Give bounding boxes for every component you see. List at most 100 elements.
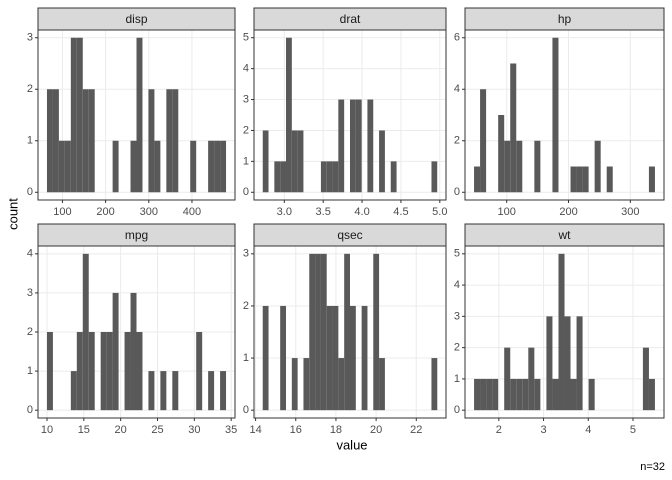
bar [431,358,438,411]
y-tick-label: 0 [27,404,33,416]
bar [70,371,77,411]
x-tick-label: 5.0 [432,206,447,218]
bar [480,89,487,193]
x-tick-label: 200 [96,206,114,218]
caption: n=32 [640,461,665,473]
bar [320,253,327,411]
bar [332,161,339,193]
bar [504,140,511,193]
panel-background [465,30,664,200]
bar [510,378,517,411]
y-axis-title: count [5,198,20,230]
bar [76,37,83,193]
bar [262,130,269,193]
bar [309,253,316,411]
bar [534,378,541,411]
bar [522,378,529,411]
bar [474,166,481,193]
bar [320,161,327,193]
x-tick-label: 4.0 [354,206,369,218]
y-tick-label: 0 [243,186,249,198]
x-axis-title: value [336,437,367,452]
bar [196,332,203,411]
bar [154,140,161,193]
x-tick-label: 35 [225,424,237,436]
bar [58,140,65,193]
x-tick-label: 2 [496,424,502,436]
bar [642,347,649,411]
x-tick-label: 300 [621,206,639,218]
bar [64,140,71,193]
bar [564,316,571,411]
x-tick-label: 20 [370,424,382,436]
bar [315,253,321,411]
bar [82,89,89,193]
bar [326,305,333,411]
bar [606,166,613,193]
y-tick-label: 4 [243,63,249,75]
x-tick-label: 22 [410,424,422,436]
bar [280,305,287,411]
bar [373,253,380,411]
bar [46,332,53,411]
x-tick-label: 18 [330,424,342,436]
strip-label: hp [558,12,572,26]
bar [390,161,397,193]
bar [148,371,155,411]
x-tick-label: 200 [559,206,577,218]
bar [70,37,77,193]
y-tick-label: 1 [243,155,249,167]
bar [498,115,505,193]
y-tick-label: 0 [454,404,460,416]
x-tick-label: 300 [140,206,158,218]
bar [594,140,601,193]
bar [88,332,95,411]
x-tick-label: 10 [41,424,53,436]
bar [130,292,137,411]
y-tick-label: 5 [243,32,249,44]
bar [88,89,95,193]
bar [262,305,269,411]
x-tick-label: 4 [585,424,591,436]
bar [516,140,523,193]
bar [546,316,553,411]
bar [100,332,107,411]
bar [286,37,292,193]
bar [208,140,215,193]
y-tick-label: 3 [27,32,33,44]
bar [379,358,385,411]
strip-label: disp [125,12,147,26]
bar [124,332,131,411]
x-tick-label: 5 [630,424,636,436]
bar [76,332,83,411]
y-tick-label: 1 [243,352,249,364]
bar [588,378,595,411]
bar [582,166,589,193]
x-tick-label: 4.5 [393,206,408,218]
y-tick-label: 2 [454,342,460,354]
bar [303,358,310,411]
bar [172,371,179,411]
y-tick-label: 1 [27,135,33,147]
bar [570,378,577,411]
bar [480,378,487,411]
bar [112,292,119,411]
panel-border [37,29,236,201]
bar [208,371,215,411]
y-tick-label: 0 [243,404,249,416]
x-tick-label: 400 [183,206,201,218]
y-tick-label: 2 [454,135,460,147]
y-tick-label: 2 [243,124,249,136]
bar [344,253,350,411]
bar [130,140,137,193]
x-tick-label: 3.5 [316,206,331,218]
strip-label: mpg [125,228,148,242]
y-tick-label: 4 [454,83,460,95]
bar [648,378,655,411]
panel-border [464,245,665,419]
strip-label: qsec [337,228,362,242]
bar [112,140,119,193]
y-tick-label: 3 [243,93,249,105]
bar [106,332,113,411]
